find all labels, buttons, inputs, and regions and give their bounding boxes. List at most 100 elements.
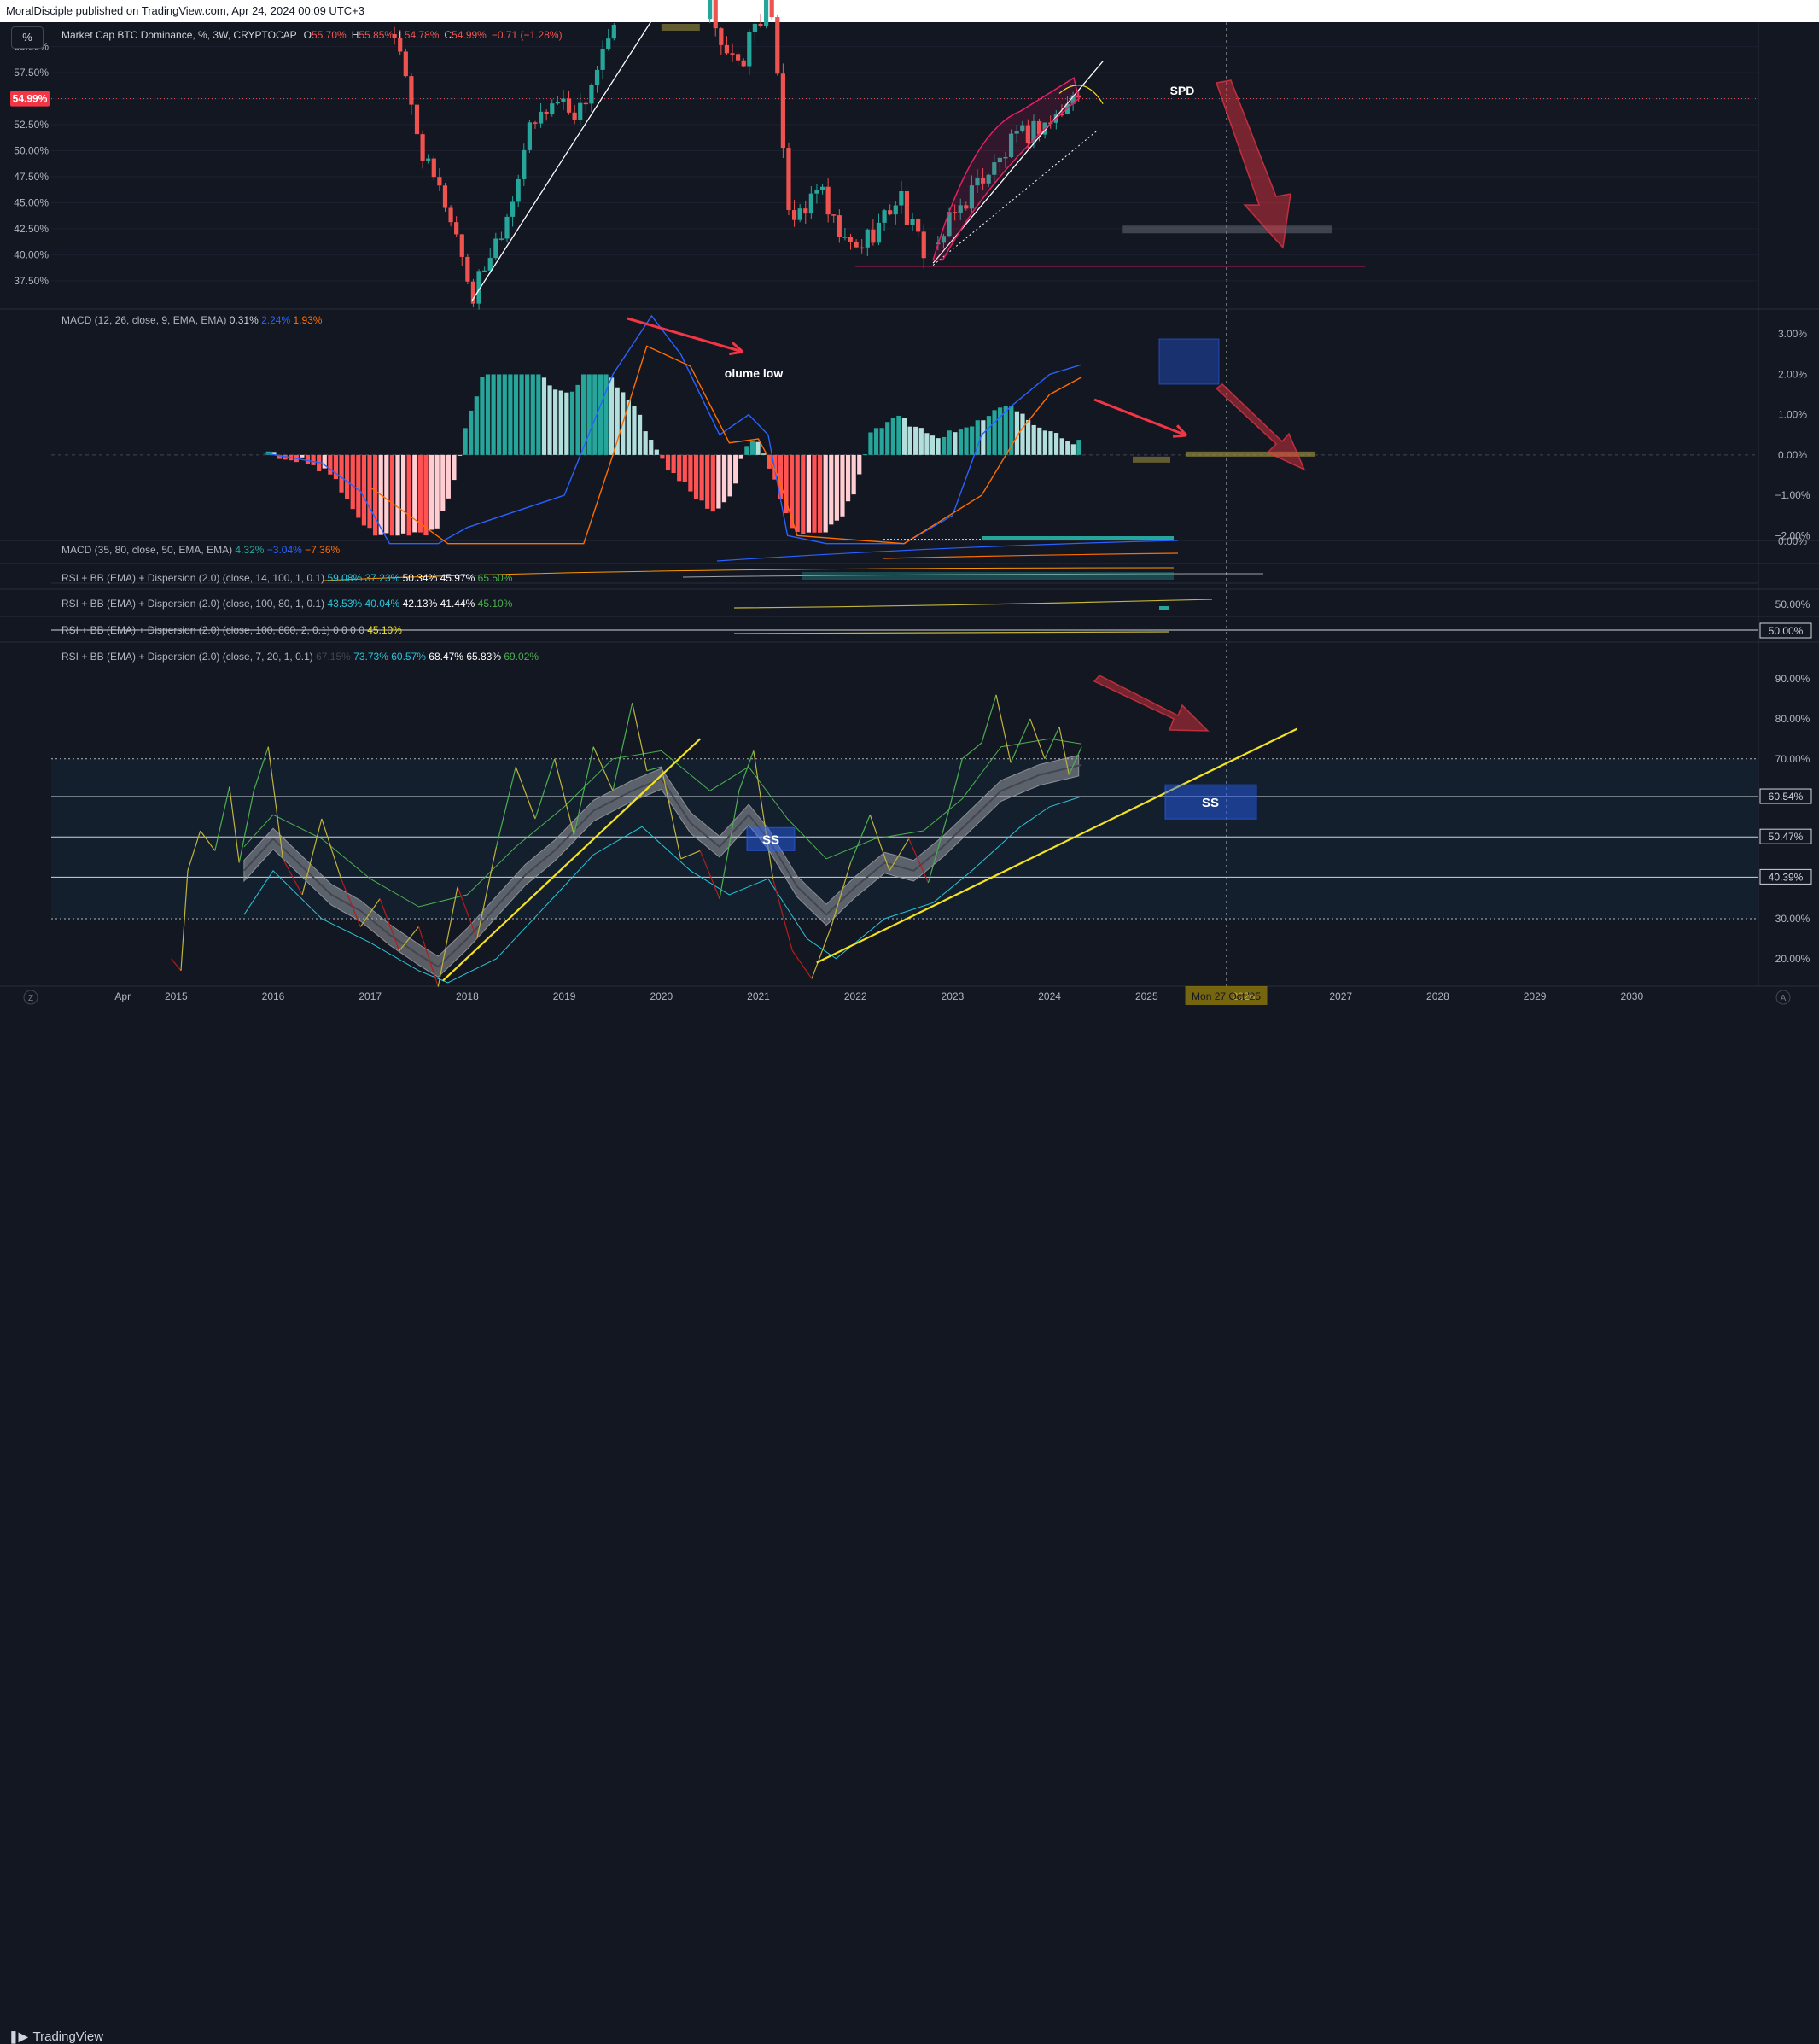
macd-histogram-bar [1048, 431, 1053, 455]
rsi-raw-segment [1068, 746, 1082, 775]
time-axis-label: 2025 [1135, 990, 1158, 1002]
candle-body [969, 185, 975, 209]
candle-body [409, 76, 414, 105]
price-axis-tick-label: 52.50% [14, 119, 49, 131]
macd-histogram-bar [964, 427, 969, 455]
macd-histogram-bar [953, 432, 958, 455]
macd-histogram-bar [513, 374, 519, 455]
candle-body [904, 190, 910, 225]
macd-histogram-bar [705, 454, 710, 509]
candle-body [420, 134, 425, 161]
rsi-level-badge [1759, 788, 1812, 804]
macd-histogram-bar [677, 454, 682, 482]
time-axis-label: 2021 [747, 990, 770, 1002]
macd-histogram-bar [519, 374, 524, 455]
footer-bar: ❚▶ TradingView [0, 1012, 1819, 2044]
macd-line [263, 314, 1082, 545]
time-axis-label: 2028 [1426, 990, 1449, 1002]
price-axis-tick-label: 50.00% [14, 145, 49, 157]
macd-histogram-bar [873, 428, 879, 455]
macd-histogram-bar [609, 377, 615, 455]
time-axis-label: 2027 [1329, 990, 1352, 1002]
macd-histogram-bar [896, 415, 901, 455]
macd-histogram-bar [491, 374, 496, 455]
candle-body [997, 157, 1002, 163]
macd-histogram-bar [918, 428, 924, 455]
macd-histogram-bar [845, 454, 851, 502]
macd-histogram-bar [412, 454, 417, 533]
publish-header: MoralDisciple published on TradingView.c… [0, 0, 1819, 22]
main-legend: Market Cap BTC Dominance, %, 3W, CRYPTOC… [61, 29, 563, 41]
macd-histogram-bar [440, 454, 446, 511]
auto-scale-icon[interactable] [1775, 990, 1791, 1005]
macd-histogram-bar [761, 453, 767, 455]
chart-background [0, 22, 1819, 1012]
candle-body [747, 32, 752, 67]
macd-histogram-bar [1020, 413, 1025, 455]
macd-histogram-bar [598, 374, 603, 455]
publish-text: MoralDisciple published on TradingView.c… [6, 4, 364, 17]
macd-histogram-bar [778, 454, 784, 499]
highlight-box [1133, 456, 1170, 463]
rsi-axis-tick-label: 30.00% [1775, 913, 1810, 925]
percent-toggle-button[interactable]: % [11, 26, 44, 49]
candle-body [578, 102, 583, 120]
candle-body [1064, 103, 1070, 114]
highlight-box [661, 24, 700, 31]
macd-histogram-bar [795, 454, 800, 533]
time-axis-label: 2018 [456, 990, 479, 1002]
time-axis-label: 2024 [1038, 990, 1061, 1002]
macd-histogram-bar [333, 454, 339, 480]
macd-histogram-bar [373, 454, 378, 536]
macd-histogram-bar [660, 454, 665, 459]
macd-histogram-bar [271, 452, 277, 455]
macd-histogram-bar [942, 436, 947, 455]
rsi-axis-tick-label: 80.00% [1775, 713, 1810, 725]
macd-legend: MACD (12, 26, close, 9, EMA, EMA) 0.31% … [61, 314, 323, 326]
candle-body [1070, 95, 1076, 104]
candle-body [882, 210, 887, 223]
rsi-raw-segment [889, 838, 910, 872]
rsi-raw-segment [592, 746, 614, 791]
candle-body [921, 231, 926, 259]
rsi-axis-tick-label: 70.00% [1775, 753, 1810, 765]
price-axis-tick-label: 45.00% [14, 196, 49, 208]
rsi-trendline [816, 727, 1298, 964]
candle-body [550, 103, 555, 114]
down-arrow-icon [1093, 675, 1210, 732]
zoom-corner-icon[interactable] [23, 990, 38, 1005]
legend-value: 54.99% [452, 29, 487, 41]
rsi-raw-segment [772, 879, 793, 951]
legend-value: L [399, 29, 405, 41]
rsi2-legend: RSI + BB (EMA) + Dispersion (2.0) (close… [61, 598, 513, 610]
macd-histogram-bar [395, 454, 400, 536]
rsi-raw-segment [791, 950, 813, 979]
macd-histogram-bar [536, 374, 541, 455]
time-axis-label: 2023 [942, 990, 965, 1002]
macd-histogram-bar [998, 407, 1003, 455]
rsi-raw-segment [1029, 718, 1046, 759]
macd-histogram-bar [446, 454, 451, 499]
candle-body [975, 178, 980, 186]
annotation-layer [442, 20, 1366, 982]
macd-histogram-bar [868, 432, 873, 455]
legend-value: MACD (12, 26, close, 9, EMA, EMA) [61, 314, 230, 326]
candle-body [719, 28, 724, 45]
legend-value: 45.97% [440, 572, 478, 584]
candle-body [947, 212, 952, 237]
rsi-raw-segment [811, 926, 832, 979]
chart-svg[interactable]: 60.00%57.50%55.00%52.50%50.00%47.50%45.0… [0, 0, 1819, 1012]
legend-value: RSI + BB (EMA) + Dispersion (2.0) (close… [61, 572, 327, 584]
candle-body [544, 111, 549, 114]
rsi-raw-segment [927, 815, 948, 884]
candle-body [831, 214, 837, 216]
candle-body [522, 149, 527, 179]
macd-histogram-bar [277, 454, 283, 459]
candle-body [1025, 125, 1030, 144]
macd-histogram-bar [429, 454, 434, 530]
red-arrow-icon-head [1172, 424, 1188, 438]
price-axis-tick-label: 57.50% [14, 67, 49, 79]
macd-histogram-bar [699, 454, 704, 501]
price-axis-tick-label: 37.50% [14, 275, 49, 287]
macd-histogram-bar [311, 454, 316, 465]
